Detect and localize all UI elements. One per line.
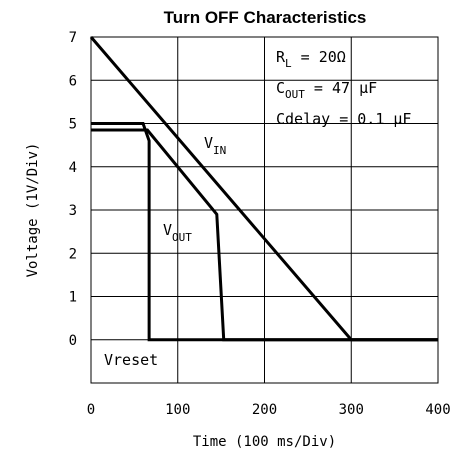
series-label-vout-subscript: OUT (172, 231, 192, 244)
series-lines (89, 36, 438, 342)
series-label-vout: VOUT (163, 221, 192, 244)
y-tick-label: 5 (69, 117, 77, 133)
annotation-rl-subscript: L (285, 57, 292, 70)
series-label-vin: VIN (204, 134, 226, 157)
y-tick-label: 3 (69, 203, 77, 219)
annotation-cdelay: Cdelay = 0.1 μF (276, 110, 411, 128)
annotation-cout: COUT = 47 μF (276, 79, 377, 101)
annotation-rl-symbol: R (276, 48, 286, 66)
y-tick-label: 4 (69, 160, 77, 176)
series-label-vout-main: V (163, 221, 172, 239)
y-tick-label: 0 (69, 333, 77, 349)
annotation-rl-value: = 20Ω (292, 48, 346, 66)
chart-title: Turn OFF Characteristics (164, 8, 367, 27)
annotation-cout-value: = 47 μF (305, 79, 377, 97)
y-tick-label: 6 (69, 73, 77, 89)
x-tick-label: 200 (252, 402, 277, 418)
series-line-vreset (91, 122, 438, 342)
y-tick-label: 7 (69, 30, 77, 46)
y-axis-label: Voltage (1V/Div) (25, 143, 41, 278)
y-tick-label: 2 (69, 246, 77, 262)
annotation-cout-symbol: C (276, 79, 285, 97)
x-axis-label: Time (100 ms/Div) (193, 434, 336, 450)
plot-frame (90, 36, 439, 384)
series-label-vin-main: V (204, 134, 213, 152)
x-tick-label: 300 (339, 402, 364, 418)
x-tick-label: 100 (165, 402, 190, 418)
series-label-vreset: Vreset (104, 351, 158, 369)
annotation-cout-subscript: OUT (285, 88, 305, 101)
series-label-vin-subscript: IN (213, 144, 226, 157)
y-tick-label: 1 (69, 290, 77, 306)
grid-lines (91, 37, 438, 383)
x-tick-label: 400 (425, 402, 450, 418)
annotation-rl: RL = 20Ω (276, 48, 346, 70)
y-tick-labels: 0 1 2 3 4 5 6 7 (69, 30, 77, 349)
x-tick-labels: 0 100 200 300 400 (87, 402, 451, 418)
x-tick-label: 0 (87, 402, 95, 418)
